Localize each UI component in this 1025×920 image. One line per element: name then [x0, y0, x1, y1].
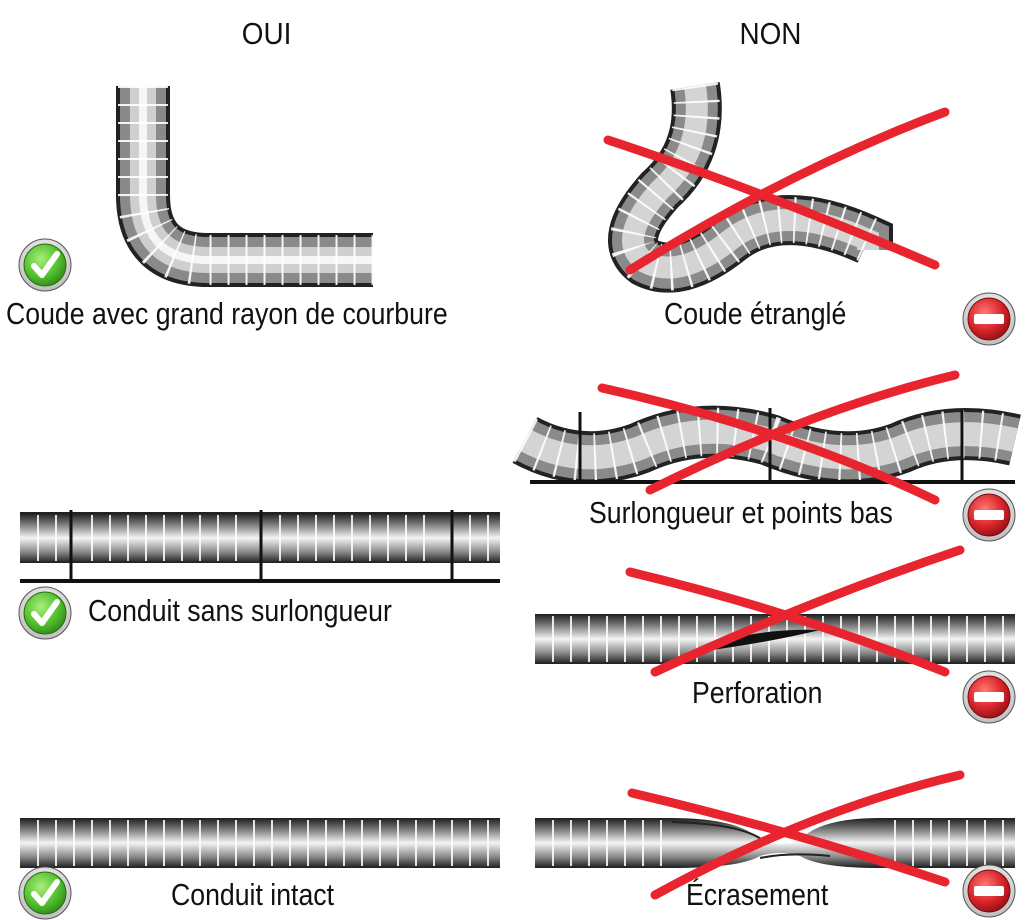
- duct-intact: [20, 818, 500, 868]
- caption-crushed: Écrasement: [686, 877, 829, 912]
- duct-elbow-large-radius: [116, 86, 373, 287]
- duct-straight-supported: [20, 510, 500, 583]
- no-entry-icon: [962, 292, 1016, 346]
- column-header-yes: OUI: [241, 16, 292, 51]
- check-badge-icon: [18, 866, 72, 920]
- check-badge-icon: [18, 238, 72, 292]
- duct-sagging: [512, 405, 1021, 484]
- red-cross-mark: [625, 545, 965, 677]
- no-entry-icon: [962, 864, 1016, 918]
- duct-elbow-strangled: [608, 82, 893, 293]
- caption-perforation: Perforation: [692, 675, 823, 710]
- check-badge-icon: [18, 586, 72, 640]
- caption-elbow-large-radius: Coude avec grand rayon de courbure: [6, 296, 448, 331]
- column-header-no: NON: [739, 16, 802, 51]
- caption-intact-duct: Conduit intact: [171, 877, 335, 912]
- red-cross-mark: [597, 370, 960, 505]
- caption-straight-duct: Conduit sans surlongueur: [88, 593, 392, 628]
- no-entry-icon: [962, 670, 1016, 724]
- no-entry-icon: [962, 488, 1016, 542]
- red-cross-mark: [603, 107, 950, 275]
- caption-elbow-strangled: Coude étranglé: [664, 296, 847, 331]
- red-cross-mark: [627, 770, 965, 900]
- caption-sagging: Surlongueur et points bas: [589, 495, 893, 530]
